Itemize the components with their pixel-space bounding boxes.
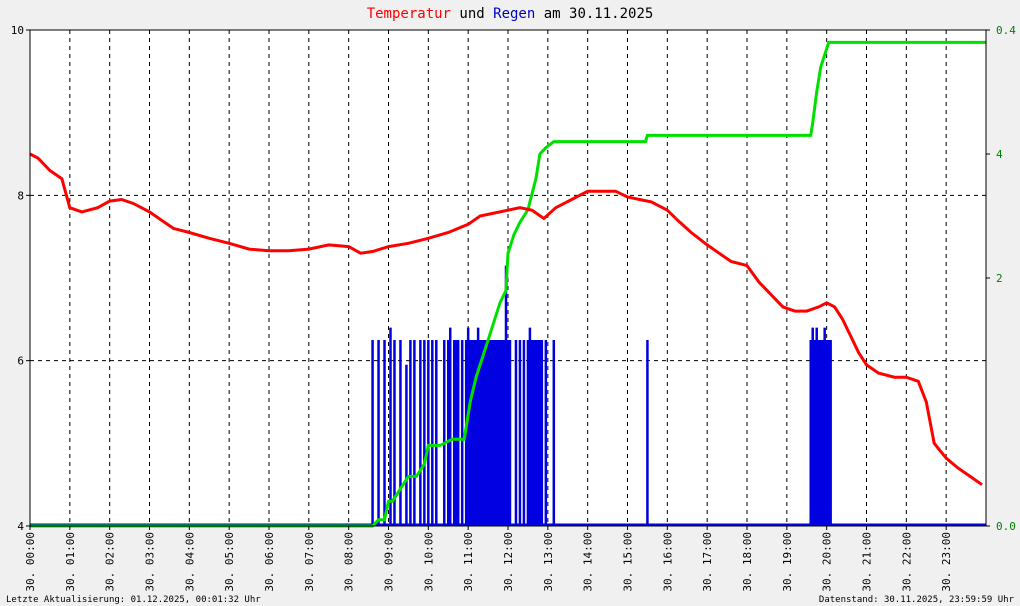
axes: 10 8 6 4 0.4 4 2 0.0 30. 00:00 30. 01:00 30. 02:00… bbox=[11, 24, 1016, 592]
x-tick-label: 30. 07:00 bbox=[303, 532, 316, 592]
y-left-tick-label: 8 bbox=[17, 189, 24, 202]
chart-title: Temperatur und Regen am 30.11.2025 bbox=[367, 6, 654, 22]
title-und: und bbox=[451, 6, 493, 22]
x-tick-label: 30. 10:00 bbox=[422, 532, 435, 592]
x-tick-label: 30. 21:00 bbox=[861, 532, 874, 592]
y-left-tick-label: 10 bbox=[11, 24, 24, 37]
x-tick-label: 30. 23:00 bbox=[940, 532, 953, 592]
x-tick-label: 30. 14:00 bbox=[582, 532, 595, 592]
y-right-tick-label: 2 bbox=[996, 272, 1003, 285]
x-tick-label: 30. 17:00 bbox=[701, 532, 714, 592]
x-tick-label: 30. 11:00 bbox=[462, 532, 475, 592]
x-tick-label: 30. 22:00 bbox=[900, 532, 913, 592]
y-right-tick-label: 4 bbox=[996, 148, 1003, 161]
title-temperature: Temperatur bbox=[367, 6, 451, 22]
footer-data-status: Datenstand: 30.11.2025, 23:59:59 Uhr bbox=[819, 595, 1015, 605]
x-tick-label: 30. 06:00 bbox=[263, 532, 276, 592]
x-tick-label: 30. 20:00 bbox=[821, 532, 834, 592]
x-tick-label: 30. 05:00 bbox=[223, 532, 236, 592]
x-tick-label: 30. 03:00 bbox=[144, 532, 157, 592]
x-tick-label: 30. 08:00 bbox=[343, 532, 356, 592]
x-tick-label: 30. 16:00 bbox=[661, 532, 674, 592]
x-tick-label: 30. 15:00 bbox=[622, 532, 635, 592]
x-tick-label: 30. 04:00 bbox=[183, 532, 196, 592]
y-left-tick-label: 6 bbox=[17, 355, 24, 368]
rain-bars bbox=[30, 265, 986, 527]
x-tick-label: 30. 13:00 bbox=[542, 532, 555, 592]
x-tick-label: 30. 12:00 bbox=[502, 532, 515, 592]
y-right-tick-label: 0.0 bbox=[996, 520, 1016, 533]
title-date: am 30.11.2025 bbox=[535, 6, 653, 22]
cumulative-rain-line bbox=[30, 40, 986, 528]
title-rain: Regen bbox=[493, 6, 535, 22]
x-tick-label: 30. 01:00 bbox=[64, 532, 77, 592]
x-tick-label: 30. 09:00 bbox=[383, 532, 396, 592]
temperature-line bbox=[29, 152, 983, 486]
x-tick-label: 30. 19:00 bbox=[781, 532, 794, 592]
y-left-tick-label: 4 bbox=[17, 520, 24, 533]
x-tick-label: 30. 02:00 bbox=[104, 532, 117, 592]
x-tick-label: 30. 18:00 bbox=[741, 532, 754, 592]
y-right-tick-label: 0.4 bbox=[996, 24, 1016, 37]
x-tick-label: 30. 00:00 bbox=[24, 532, 37, 592]
footer-last-update: Letzte Aktualisierung: 01.12.2025, 00:01… bbox=[6, 595, 261, 605]
